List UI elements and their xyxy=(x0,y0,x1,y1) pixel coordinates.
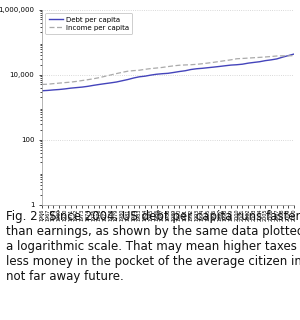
Income per capita xyxy=(241,57,244,60)
Debt per capita xyxy=(201,66,204,70)
Debt per capita xyxy=(120,79,124,83)
Debt per capita xyxy=(224,64,227,68)
Income per capita xyxy=(166,65,170,68)
Income per capita xyxy=(201,62,204,66)
Debt per capita xyxy=(166,71,170,75)
Debt per capita xyxy=(109,81,112,85)
Debt per capita xyxy=(132,76,135,80)
Debt per capita xyxy=(281,55,284,59)
Income per capita xyxy=(275,54,279,58)
Income per capita xyxy=(109,73,112,77)
Income per capita xyxy=(52,82,55,85)
Income per capita xyxy=(160,66,164,69)
Income per capita xyxy=(149,67,153,70)
Income per capita xyxy=(155,66,158,70)
Income per capita xyxy=(120,70,124,74)
Debt per capita xyxy=(149,73,153,77)
Debt per capita xyxy=(252,60,256,64)
Debt per capita xyxy=(206,66,210,69)
Debt per capita xyxy=(235,63,238,67)
Income per capita xyxy=(132,69,135,73)
Income per capita xyxy=(172,64,175,68)
Debt per capita xyxy=(155,72,158,76)
Income per capita xyxy=(292,54,296,58)
Debt per capita xyxy=(258,60,261,64)
Debt per capita xyxy=(46,89,50,92)
Debt per capita xyxy=(264,59,267,62)
Income per capita xyxy=(46,82,50,86)
Debt per capita xyxy=(126,77,130,81)
Debt per capita xyxy=(98,83,101,86)
Income per capita xyxy=(92,77,95,81)
Income per capita xyxy=(126,69,130,73)
Income per capita xyxy=(115,72,118,76)
Income per capita xyxy=(264,55,267,59)
Income per capita xyxy=(103,74,107,78)
Text: Fig. 2 : Since 2004, US debt per capita runs faster
than earnings, as shown by t: Fig. 2 : Since 2004, US debt per capita … xyxy=(6,210,300,283)
Income per capita xyxy=(183,63,187,67)
Income per capita xyxy=(143,68,147,71)
Income per capita xyxy=(286,54,290,58)
Income per capita xyxy=(229,58,233,62)
Income per capita xyxy=(57,81,61,85)
Income per capita xyxy=(98,76,101,80)
Debt per capita xyxy=(115,80,118,84)
Debt per capita xyxy=(52,88,55,92)
Debt per capita xyxy=(218,65,221,68)
Income per capita xyxy=(86,78,90,82)
Debt per capita xyxy=(275,57,279,61)
Income per capita xyxy=(189,63,193,67)
Debt per capita xyxy=(292,52,296,56)
Income per capita xyxy=(212,60,216,64)
Income per capita xyxy=(224,59,227,62)
Debt per capita xyxy=(183,69,187,73)
Debt per capita xyxy=(143,74,147,78)
Income per capita xyxy=(195,62,198,66)
Debt per capita xyxy=(212,65,216,69)
Income per capita xyxy=(258,55,261,59)
Income per capita xyxy=(246,56,250,60)
Debt per capita xyxy=(138,75,141,79)
Income per capita xyxy=(281,54,284,58)
Income per capita xyxy=(69,80,72,84)
Debt per capita xyxy=(229,63,233,67)
Debt per capita xyxy=(75,86,78,90)
Line: Income per capita: Income per capita xyxy=(42,56,294,84)
Income per capita xyxy=(75,79,78,83)
Income per capita xyxy=(252,56,256,60)
Debt per capita xyxy=(40,89,44,93)
Debt per capita xyxy=(246,61,250,65)
Income per capita xyxy=(206,61,210,65)
Debt per capita xyxy=(80,85,84,89)
Income per capita xyxy=(235,57,238,61)
Debt per capita xyxy=(172,70,175,74)
Debt per capita xyxy=(92,84,95,87)
Line: Debt per capita: Debt per capita xyxy=(42,54,294,91)
Debt per capita xyxy=(63,87,67,91)
Legend: Debt per capita, Income per capita: Debt per capita, Income per capita xyxy=(46,13,132,34)
Income per capita xyxy=(269,55,273,59)
Debt per capita xyxy=(269,58,273,62)
Income per capita xyxy=(80,79,84,83)
Income per capita xyxy=(63,81,67,84)
Income per capita xyxy=(218,60,221,63)
Debt per capita xyxy=(160,72,164,76)
Debt per capita xyxy=(195,67,198,71)
Income per capita xyxy=(40,83,44,86)
Debt per capita xyxy=(57,88,61,92)
Debt per capita xyxy=(178,69,181,73)
Income per capita xyxy=(178,63,181,67)
Debt per capita xyxy=(189,68,193,71)
Debt per capita xyxy=(86,84,90,88)
Income per capita xyxy=(138,68,141,72)
Debt per capita xyxy=(103,82,107,85)
Debt per capita xyxy=(286,54,290,58)
Debt per capita xyxy=(69,86,72,90)
Debt per capita xyxy=(241,62,244,66)
